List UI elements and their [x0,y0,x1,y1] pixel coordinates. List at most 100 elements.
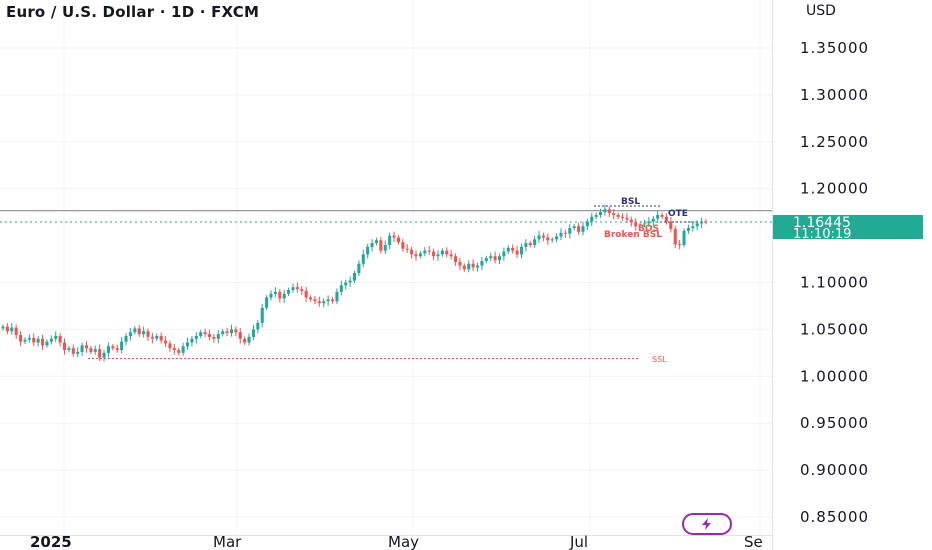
candle [291,287,295,291]
candle [383,244,387,251]
candle [379,240,383,251]
price-tick-label: 1.10000 [800,274,869,292]
candle [625,217,629,220]
candle [388,235,392,245]
candle [656,214,660,219]
candle [181,346,185,353]
candle [594,214,598,217]
candle [229,329,234,334]
candle [159,335,163,341]
candle [76,351,80,354]
candle [642,223,647,225]
candle [269,293,273,298]
candle [23,339,27,342]
candle [146,331,150,337]
time-tick-label: May [388,533,419,550]
candle [352,273,357,281]
candle [142,331,146,335]
candle [489,256,493,259]
candle [309,297,313,300]
candle [45,341,49,346]
candle [396,237,400,243]
candle [454,256,458,262]
candle [603,209,607,213]
candle [137,328,141,335]
ote-label: OTE [668,209,688,219]
candle [207,334,212,337]
candle [449,254,453,257]
candle [93,349,97,352]
bar-countdown: 11:10:19 [793,227,852,242]
candle [427,250,431,252]
candle [405,248,409,250]
candle [392,235,396,238]
candle [19,335,23,342]
bolt-icon [702,518,711,530]
candle [660,214,664,217]
candle [278,291,282,299]
candle [133,328,137,333]
candle [471,263,475,268]
price-tick-label: 0.95000 [800,414,869,432]
candle [67,348,71,351]
candle [335,291,339,302]
candle [599,212,603,215]
price-tick-label: 1.25000 [800,133,869,151]
candle [480,260,484,266]
candle [71,348,75,354]
candle [27,337,31,340]
candle [203,332,207,335]
candle [401,242,405,249]
candle [155,335,159,339]
candle [49,338,53,342]
candle [357,263,361,274]
currency-label[interactable]: USD [806,3,836,19]
bos-label: BOS [638,224,659,234]
candle [10,327,14,332]
candle [686,228,690,231]
candle [1,326,5,329]
candle [374,240,379,244]
candle [528,243,532,245]
logo-badge[interactable] [682,513,732,535]
candle [493,256,497,260]
candle [326,299,330,302]
candle [445,250,449,255]
candle [348,280,352,283]
candle [111,346,115,349]
candle [185,342,190,347]
candle [168,343,172,349]
candle [221,331,225,335]
candle [225,331,229,334]
candle [458,261,462,266]
price-tick-label: 1.05000 [800,320,869,338]
price-tick-label: 1.30000 [800,86,869,104]
candle [462,265,466,270]
candle [410,249,414,255]
candle [414,254,418,257]
candle [212,336,216,339]
candle [638,224,642,227]
candle [282,293,286,299]
candle [634,222,638,227]
candle [120,341,124,351]
candle [704,221,708,223]
candle [620,216,625,218]
candle [524,243,528,247]
bsl-label: BSL [621,197,640,207]
ssl-label: SSL [652,355,667,364]
candle [682,230,686,245]
candle [322,301,326,304]
candle [664,216,668,222]
candle [418,253,422,257]
candle [467,263,471,270]
candle [440,250,444,255]
candle [533,239,537,245]
candle [234,329,238,333]
candle [124,335,128,342]
candle [115,348,119,351]
candle [190,338,194,343]
last-price-badge: 1.16445 11:10:19 [773,215,923,242]
